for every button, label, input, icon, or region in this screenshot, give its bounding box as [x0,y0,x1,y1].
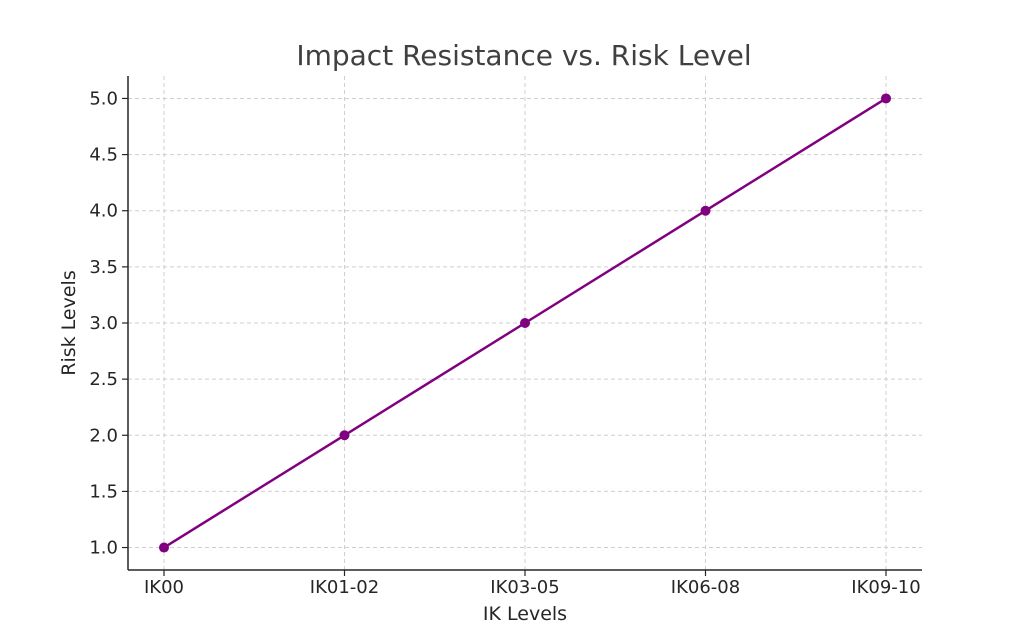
data-point [520,318,530,328]
y-tick-label: 4.0 [89,201,118,222]
y-tick-label: 3.0 [89,313,118,334]
y-tick-label: 1.5 [89,481,118,502]
grid [128,76,922,570]
y-tick-label: 2.5 [89,369,118,390]
y-tick-label: 5.0 [89,88,118,109]
y-tick-label: 1.0 [89,538,118,559]
data-point [159,542,169,553]
ticks: 1.0 1.5 2.0 2.5 3.0 3.5 4.0 4.5 5.0 IK00 IK01-02 IK… [89,88,920,598]
y-tick-label: 3.5 [89,257,118,278]
x-axis-label: IK Levels [483,603,567,625]
series [159,93,891,553]
y-tick-label: 4.5 [89,145,118,166]
x-tick-label: IK03-05 [490,577,559,598]
data-point [339,430,350,441]
y-tick-label: 2.0 [89,425,118,446]
y-axis-label: Risk Levels [58,270,80,375]
x-tick-label: IK01-02 [310,577,379,598]
data-point [881,93,891,104]
chart-title: Impact Resistance vs. Risk Level [296,39,751,72]
data-point [700,205,711,216]
x-tick-label: IK09-10 [851,577,920,598]
x-tick-label: IK00 [144,577,184,598]
x-tick-label: IK06-08 [671,577,740,598]
